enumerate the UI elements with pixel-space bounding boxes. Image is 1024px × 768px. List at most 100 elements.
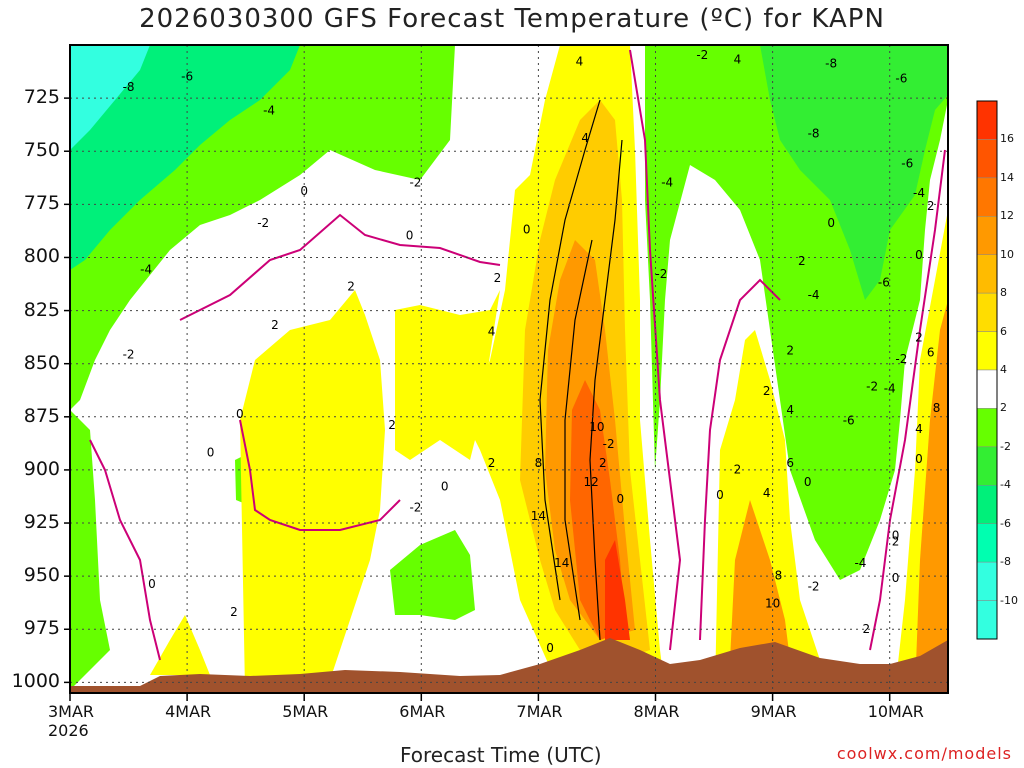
colorbar-label: 4 (1000, 363, 1007, 376)
contour-label: 2 (763, 384, 771, 398)
contour-label: 0 (300, 184, 308, 198)
y-tick-label: 825 (23, 298, 60, 321)
contour-label: 2 (230, 605, 238, 619)
y-tick-label: 950 (23, 564, 60, 587)
contour-0c-mid (239, 419, 401, 531)
x-tick-label: 5MAR (282, 702, 329, 721)
cold-region-lower-left (70, 410, 110, 690)
y-tick-label: 975 (23, 617, 60, 640)
contour-0c-day9 (699, 278, 781, 641)
y-tick-label: 925 (23, 511, 60, 534)
colorbar-label: -4 (1000, 478, 1011, 492)
contour-0c-day10 (869, 149, 946, 651)
warm-plume-day10-orange (915, 300, 948, 690)
contour-label: 2 (798, 254, 806, 268)
contour-label: 2 (927, 199, 935, 213)
x-tick-label: 4MAR (165, 702, 212, 721)
colorbar-swatch (976, 254, 998, 294)
warm-plume-main-core (605, 540, 630, 640)
contour-label: 4 (915, 422, 923, 436)
contour-label: 0 (406, 229, 414, 243)
contour-0c-left (89, 439, 161, 661)
x-axis-label: Forecast Time (UTC) (400, 743, 602, 767)
y-tick-label: 725 (23, 86, 60, 109)
contour-warm-main-2 (564, 239, 593, 621)
colorbar-swatch (976, 561, 998, 601)
temperature-fill (70, 45, 948, 693)
y-tick-label: 750 (23, 139, 60, 162)
contour-label: -2 (257, 216, 269, 230)
contour-label: -6 (843, 414, 855, 428)
contour-label: 2 (892, 535, 900, 549)
colorbar-frame (976, 100, 998, 640)
colorbar-swatch (976, 523, 998, 563)
colorbar-swatch (976, 139, 998, 179)
colorbar-swatch (976, 216, 998, 255)
contour-label: 2 (494, 271, 502, 285)
contour-label: -2 (895, 352, 907, 366)
contour-label: -2 (696, 48, 708, 62)
contour-label: -6 (878, 275, 890, 289)
contour-label: 0 (441, 479, 449, 493)
site-credit: coolwx.com/models (836, 744, 1012, 763)
contour-label: 0 (523, 222, 531, 236)
contour-label: 6 (786, 456, 794, 470)
x-tick-label: 3MAR (48, 702, 95, 721)
contour-0c-right-plume (629, 49, 682, 651)
colorbar-swatch (976, 177, 998, 217)
contour-label: 2 (915, 331, 923, 345)
colorbar-swatch (976, 446, 998, 486)
contour-label: -8 (825, 57, 837, 71)
colorbar-label: -10 (1000, 593, 1018, 607)
contour-warm-main (539, 99, 601, 601)
x-axis-year: 2026 (48, 721, 89, 740)
colorbar-label: 8 (1000, 286, 1007, 300)
colorbar (976, 100, 998, 640)
x-tick-label: 6MAR (399, 702, 446, 721)
grid-lines (70, 45, 948, 693)
contour-label: 0 (617, 492, 625, 506)
cold-region-upper-right-inner (760, 45, 948, 300)
contour-label: -2 (655, 267, 667, 281)
x-tick-label: 9MAR (750, 702, 797, 721)
colorbar-label: -6 (1000, 516, 1011, 530)
contour-label: -4 (661, 176, 673, 190)
contour-label: 4 (488, 324, 496, 338)
contour-label: 12 (583, 475, 598, 489)
contour-label: 4 (576, 54, 584, 68)
colorbar-swatch (976, 292, 998, 332)
contour-label: -4 (808, 288, 820, 302)
contour-label: -4 (854, 556, 866, 570)
contour-label: 8 (775, 569, 783, 583)
contour-label: -2 (866, 380, 878, 394)
contour-label: 0 (546, 641, 554, 655)
y-tick-label: 850 (23, 351, 60, 374)
contour-label: 8 (535, 456, 543, 470)
contour-label: 0 (716, 488, 724, 502)
colorbar-label: 12 (1000, 209, 1014, 223)
contour-label: 2 (388, 418, 396, 432)
contour-label: -4 (913, 186, 925, 200)
contour-label: -4 (263, 103, 275, 117)
contour-label: 0 (915, 248, 923, 262)
contour-label: 2 (786, 343, 794, 357)
colorbar-label: -2 (1000, 439, 1011, 453)
x-tick-label: 8MAR (633, 702, 680, 721)
contour-label: 10 (765, 596, 780, 610)
warm-plume-day5 (240, 290, 385, 690)
colorbar-swatch (976, 369, 998, 409)
contour-label: 4 (786, 403, 794, 417)
warm-plume-day4 (150, 615, 210, 675)
axis-ticks (64, 97, 891, 701)
contour-label: -2 (603, 437, 615, 451)
contour-label: 4 (581, 131, 589, 145)
chart-title: 2026030300 GFS Forecast Temperature (ºC)… (139, 4, 885, 34)
contour-label: -6 (895, 71, 907, 85)
contour-label: 2 (599, 456, 607, 470)
cold-region-upper-left-inner (70, 45, 300, 270)
colorbar-label: 2 (1000, 401, 1007, 415)
y-tick-label: 875 (23, 404, 60, 427)
contour-label: 0 (827, 216, 835, 230)
y-tick-label: 900 (23, 457, 60, 480)
